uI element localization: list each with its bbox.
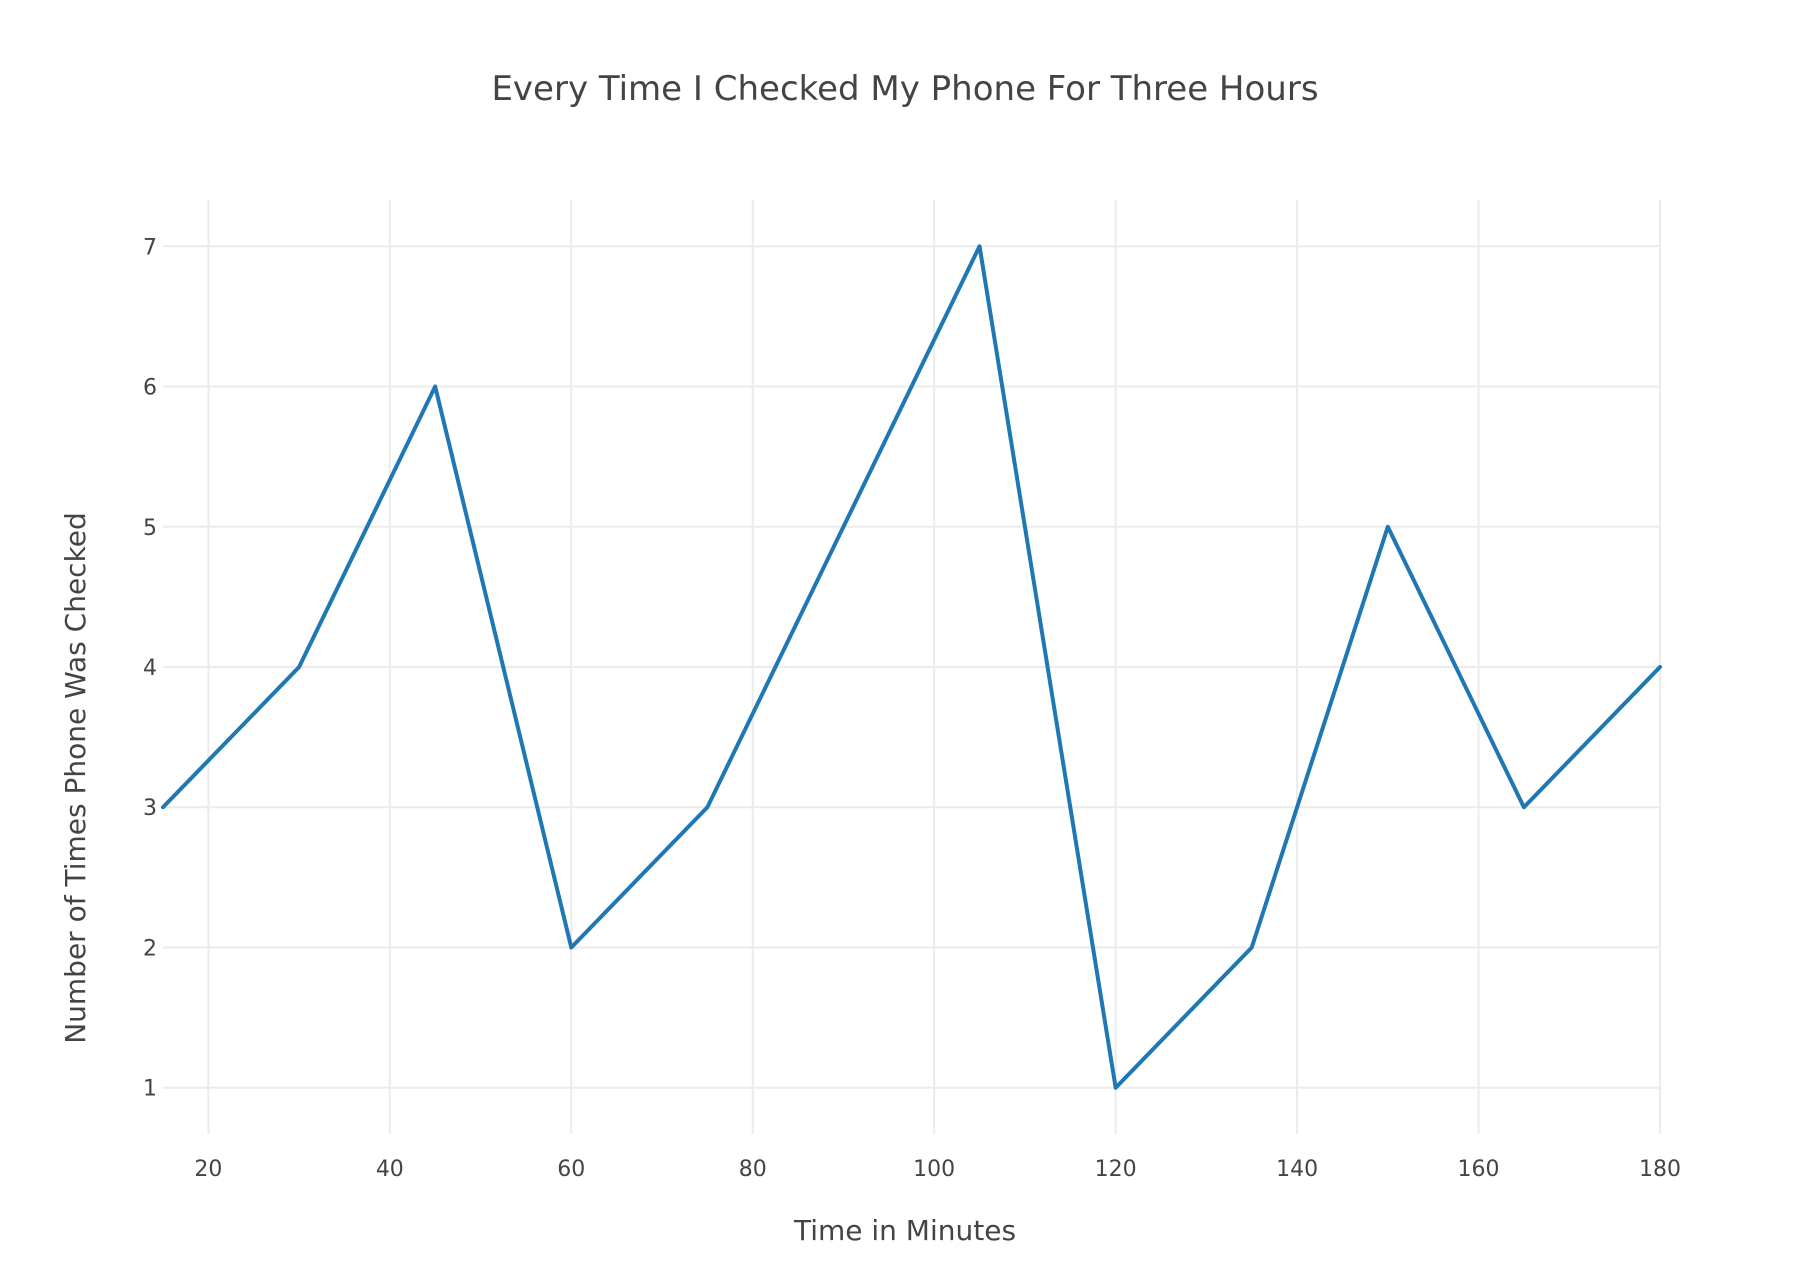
- x-tick-label-4: 100: [913, 1157, 955, 1182]
- y-tick-label-4: 5: [143, 516, 157, 541]
- x-tick-label-1: 40: [376, 1157, 404, 1182]
- x-axis-ticks: 20 40 60 80 100 120 140 160 180: [194, 1157, 1681, 1182]
- x-axis-title: Time in Minutes: [793, 1214, 1016, 1247]
- y-tick-label-3: 4: [143, 656, 157, 681]
- y-tick-label-0: 1: [143, 1077, 157, 1102]
- y-tick-label-2: 3: [143, 796, 157, 821]
- series-layer: [161, 244, 1662, 1090]
- y-axis-ticks: 1 2 3 4 5 6 7: [143, 235, 157, 1101]
- horizontal-gridlines: [163, 245, 1660, 1089]
- series-line-0: [161, 244, 1662, 1090]
- x-tick-label-2: 60: [557, 1157, 585, 1182]
- y-tick-label-1: 2: [143, 936, 157, 961]
- x-tick-label-5: 120: [1095, 1157, 1137, 1182]
- x-tick-label-7: 160: [1458, 1157, 1500, 1182]
- chart-title: Every Time I Checked My Phone For Three …: [491, 69, 1318, 109]
- x-tick-label-8: 180: [1639, 1157, 1681, 1182]
- y-tick-label-6: 7: [143, 235, 157, 260]
- y-tick-label-5: 6: [143, 376, 157, 401]
- y-axis-title: Number of Times Phone Was Checked: [59, 512, 92, 1044]
- x-tick-label-6: 140: [1276, 1157, 1318, 1182]
- x-tick-label-3: 80: [739, 1157, 767, 1182]
- x-tick-label-0: 20: [194, 1157, 222, 1182]
